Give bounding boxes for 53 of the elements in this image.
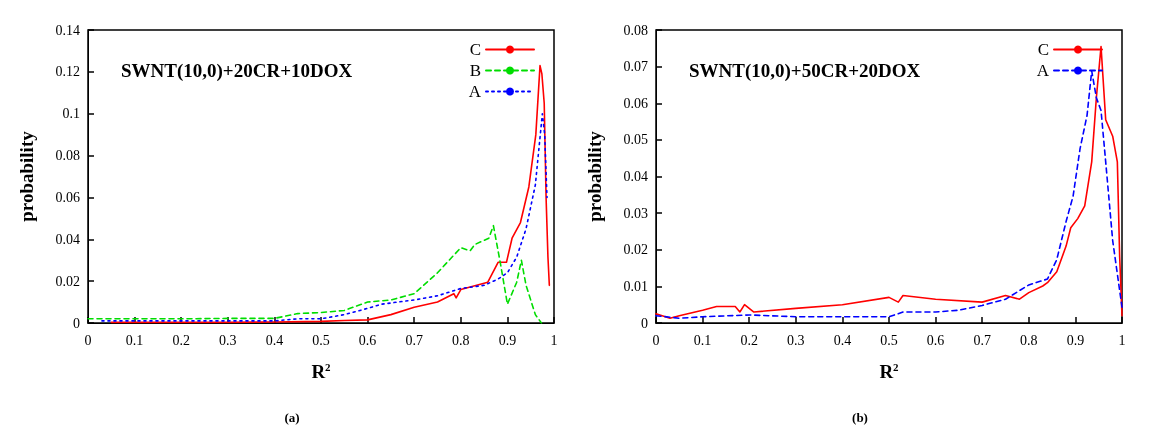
x-tick-label: 0.2 xyxy=(740,332,758,348)
y-tick-label: 0 xyxy=(73,315,80,331)
y-tick-label: 0.02 xyxy=(623,242,648,258)
y-tick-label: 0.07 xyxy=(623,59,648,75)
x-tick-label: 0.5 xyxy=(312,332,330,348)
y-tick-label: 0.05 xyxy=(623,132,648,148)
x-tick-label: 1 xyxy=(1118,332,1126,348)
line-series xyxy=(110,64,551,324)
y-tick-label: 0.06 xyxy=(55,189,80,205)
y-tick-label: 0.08 xyxy=(623,22,648,38)
x-tick-label: 0.5 xyxy=(880,332,898,348)
x-tick-label: 0 xyxy=(84,332,92,348)
line-series xyxy=(101,112,548,322)
legend-label: A xyxy=(468,82,482,101)
x-tick-label: 0.6 xyxy=(926,332,945,348)
x-tick-label: 0.4 xyxy=(265,332,284,348)
y-axis-title: probability xyxy=(584,130,605,222)
y-tick-label: 0.12 xyxy=(55,64,80,80)
line-series xyxy=(87,224,543,324)
legend-label: B xyxy=(469,61,481,80)
x-tick-label: 0.1 xyxy=(693,332,712,348)
y-tick-label: 0 xyxy=(641,315,648,331)
x-tick-label: 0.2 xyxy=(172,332,190,348)
x-tick-label: 0.7 xyxy=(973,332,991,348)
x-tick-label: 0.7 xyxy=(405,332,423,348)
y-tick-label: 0.04 xyxy=(623,169,648,184)
x-tick-label: 1 xyxy=(550,332,558,348)
x-tick-label: 0.9 xyxy=(498,332,517,348)
x-tick-label: 0.3 xyxy=(219,332,237,348)
y-tick-label: 0.01 xyxy=(623,278,648,294)
y-tick-label: 0.1 xyxy=(62,106,80,122)
legend-label: C xyxy=(1037,40,1049,59)
y-tick-label: 0.04 xyxy=(55,231,80,247)
text: SWNT(10,0)+50CR+20DOX xyxy=(689,60,921,82)
x-tick-label: 0.9 xyxy=(1066,332,1085,348)
y-tick-label: 0.14 xyxy=(55,22,80,38)
x-tick-label: 0.8 xyxy=(1020,332,1038,348)
text: (b) xyxy=(852,410,868,425)
y-axis-title: probability xyxy=(16,130,37,222)
x-tick-label: 0.8 xyxy=(452,332,470,348)
x-tick-label: 0.4 xyxy=(833,332,852,348)
x-tick-label: 0.1 xyxy=(125,332,144,348)
legend-label: C xyxy=(469,40,481,59)
x-tick-label: 0.3 xyxy=(787,332,805,348)
y-tick-label: 0.08 xyxy=(55,148,80,164)
y-tick-label: 0.06 xyxy=(623,95,648,111)
text: SWNT(10,0)+20CR+10DOX xyxy=(121,60,353,82)
x-tick-label: 0 xyxy=(652,332,660,348)
text: (a) xyxy=(284,410,300,425)
legend-label: A xyxy=(1036,61,1050,80)
x-tick-label: 0.6 xyxy=(358,332,377,348)
y-tick-label: 0.02 xyxy=(55,273,80,289)
y-tick-label: 0.03 xyxy=(623,205,648,221)
